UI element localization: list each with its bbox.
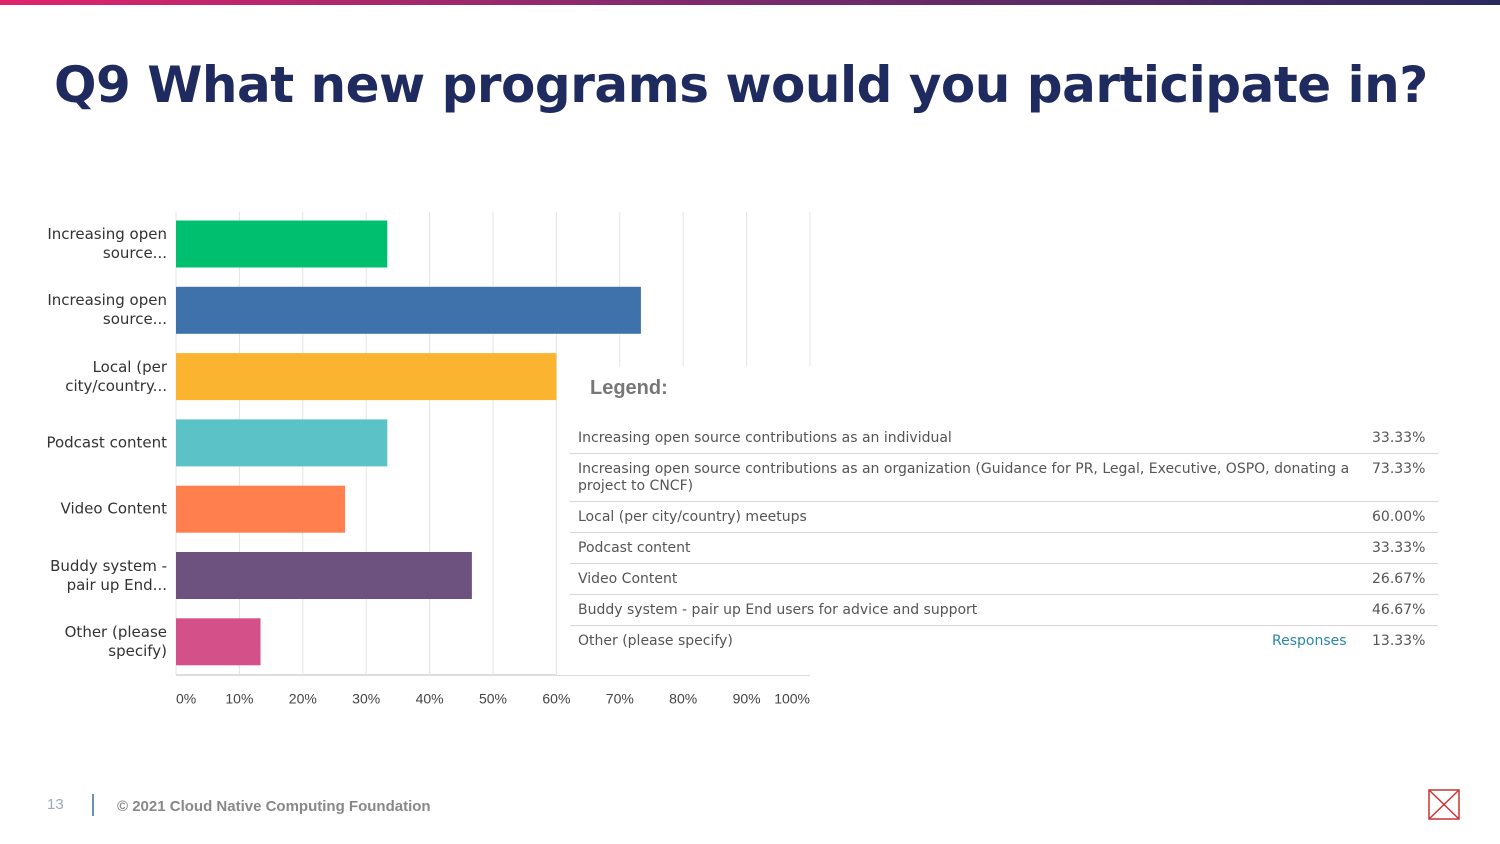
- y-tick-label: Buddy system - pair up End...: [50, 556, 167, 594]
- x-tick-label: 60%: [542, 691, 570, 707]
- page-number: 13: [47, 796, 64, 813]
- legend-rows: Increasing open source contributions as …: [570, 423, 1438, 656]
- value-label: 13.33%: [1372, 633, 1426, 649]
- legend-row: Other (please specify) Responses 13.33%: [570, 626, 1438, 656]
- value-label: 33.33%: [1372, 430, 1426, 446]
- y-tick-label: Video Content: [60, 499, 167, 518]
- x-tick-label: 0%: [176, 691, 196, 707]
- legend-row: Buddy system - pair up End users for adv…: [570, 595, 1438, 626]
- y-tick-label: Podcast content: [46, 433, 167, 452]
- x-tick-label: 50%: [479, 691, 507, 707]
- bar: [176, 552, 472, 599]
- bar: [176, 419, 388, 467]
- x-tick-label: 20%: [289, 691, 317, 707]
- y-tick-label: Increasing open source...: [47, 225, 167, 262]
- copyright: © 2021 Cloud Native Computing Foundation: [117, 798, 431, 815]
- value-label: 73.33%: [1372, 461, 1426, 477]
- y-tick-label: Local (per city/country...: [65, 357, 167, 395]
- legend-row: Local (per city/country) meetups 60.00%: [570, 502, 1438, 533]
- top-bar: [0, 0, 1500, 5]
- bar: [176, 286, 641, 334]
- x-tick-label: 70%: [606, 691, 634, 707]
- legend-entry: Podcast content: [578, 540, 691, 556]
- legend-row: Increasing open source contributions as …: [570, 423, 1438, 454]
- value-label: 26.67%: [1372, 571, 1426, 587]
- x-tick-label: 40%: [416, 691, 444, 707]
- legend-entry: Increasing open source contributions as …: [578, 430, 952, 446]
- x-tick-label: 30%: [352, 691, 380, 707]
- x-tick-label: 100%: [774, 691, 810, 707]
- x-tick-label: 80%: [669, 691, 697, 707]
- value-label: 46.67%: [1372, 602, 1426, 618]
- legend-row: Video Content 26.67%: [570, 564, 1438, 595]
- legend-entry: Buddy system - pair up End users for adv…: [578, 602, 978, 618]
- corner-icon: [1428, 789, 1460, 820]
- value-label: 33.33%: [1372, 540, 1426, 556]
- bar: [176, 618, 261, 666]
- x-tick-label: 10%: [225, 691, 253, 707]
- legend-row: Podcast content 33.33%: [570, 533, 1438, 564]
- bar: [176, 220, 388, 268]
- legend-entry: Increasing open source contributions as …: [578, 461, 1350, 494]
- legend-table: Legend: Increasing open source contribut…: [557, 366, 1447, 675]
- bar: [176, 485, 346, 533]
- slide-title: Q9 What new programs would you participa…: [54, 56, 1428, 114]
- legend-row: Increasing open source contributions as …: [570, 454, 1438, 502]
- bar: [176, 353, 557, 401]
- value-label: 60.00%: [1372, 509, 1426, 525]
- value-header: Responses: [1272, 633, 1347, 649]
- y-tick-label: Other (please specify): [64, 622, 167, 660]
- legend-entry: Other (please specify): [578, 633, 733, 649]
- legend-entry: Video Content: [578, 571, 678, 587]
- x-tick-label: 90%: [733, 691, 761, 707]
- legend-title: Legend:: [590, 377, 668, 399]
- footer-divider: [92, 794, 94, 816]
- legend-entry: Local (per city/country) meetups: [578, 509, 807, 525]
- y-tick-label: Increasing open source...: [47, 291, 167, 329]
